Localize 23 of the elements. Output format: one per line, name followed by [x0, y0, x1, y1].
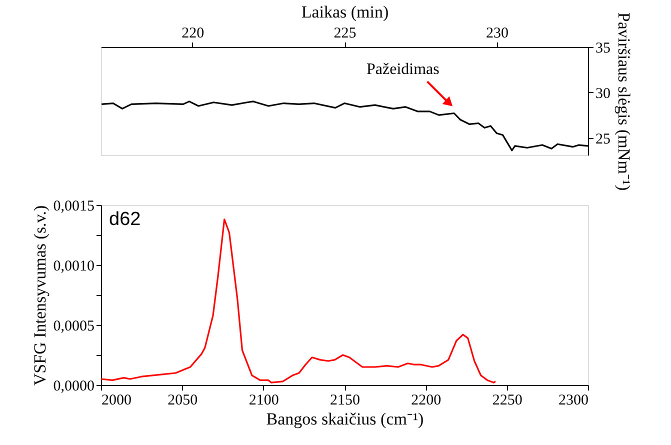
- annotation: Pažeidimas: [366, 61, 440, 78]
- y-axis-title: VSFG Intensyvumas (s.v.): [30, 205, 50, 386]
- x-tick-label: 2200: [411, 392, 442, 408]
- x-tick-label: 225: [334, 26, 356, 42]
- x-tick-label: 2100: [248, 392, 279, 408]
- x-axis-title: Laikas (min): [301, 2, 389, 22]
- y-axis-title: Paviršiaus slėgis (mNm⁻¹): [614, 12, 634, 191]
- x-tick-label: 2250: [492, 392, 522, 408]
- y-tick-label: 0,0005: [53, 318, 94, 334]
- y-tick-label: 30: [596, 86, 610, 102]
- x-tick-label: 2000: [102, 392, 132, 408]
- x-tick-label: 220: [182, 26, 204, 42]
- x-tick-label: 2300: [558, 392, 588, 408]
- annotation: d62: [109, 209, 141, 230]
- x-tick-label: 230: [486, 26, 508, 42]
- y-tick-label: 0,0010: [53, 258, 94, 274]
- x-axis-title: Bangos skaičius (cm⁻¹): [266, 410, 424, 428]
- y-tick-label: 25: [596, 131, 610, 148]
- x-tick-label: 2150: [330, 392, 360, 408]
- y-tick-label: 0,0000: [53, 378, 94, 394]
- y-tick-label: 35: [596, 40, 610, 56]
- y-tick-label: 0,0015: [53, 198, 94, 214]
- x-tick-label: 2050: [168, 392, 198, 408]
